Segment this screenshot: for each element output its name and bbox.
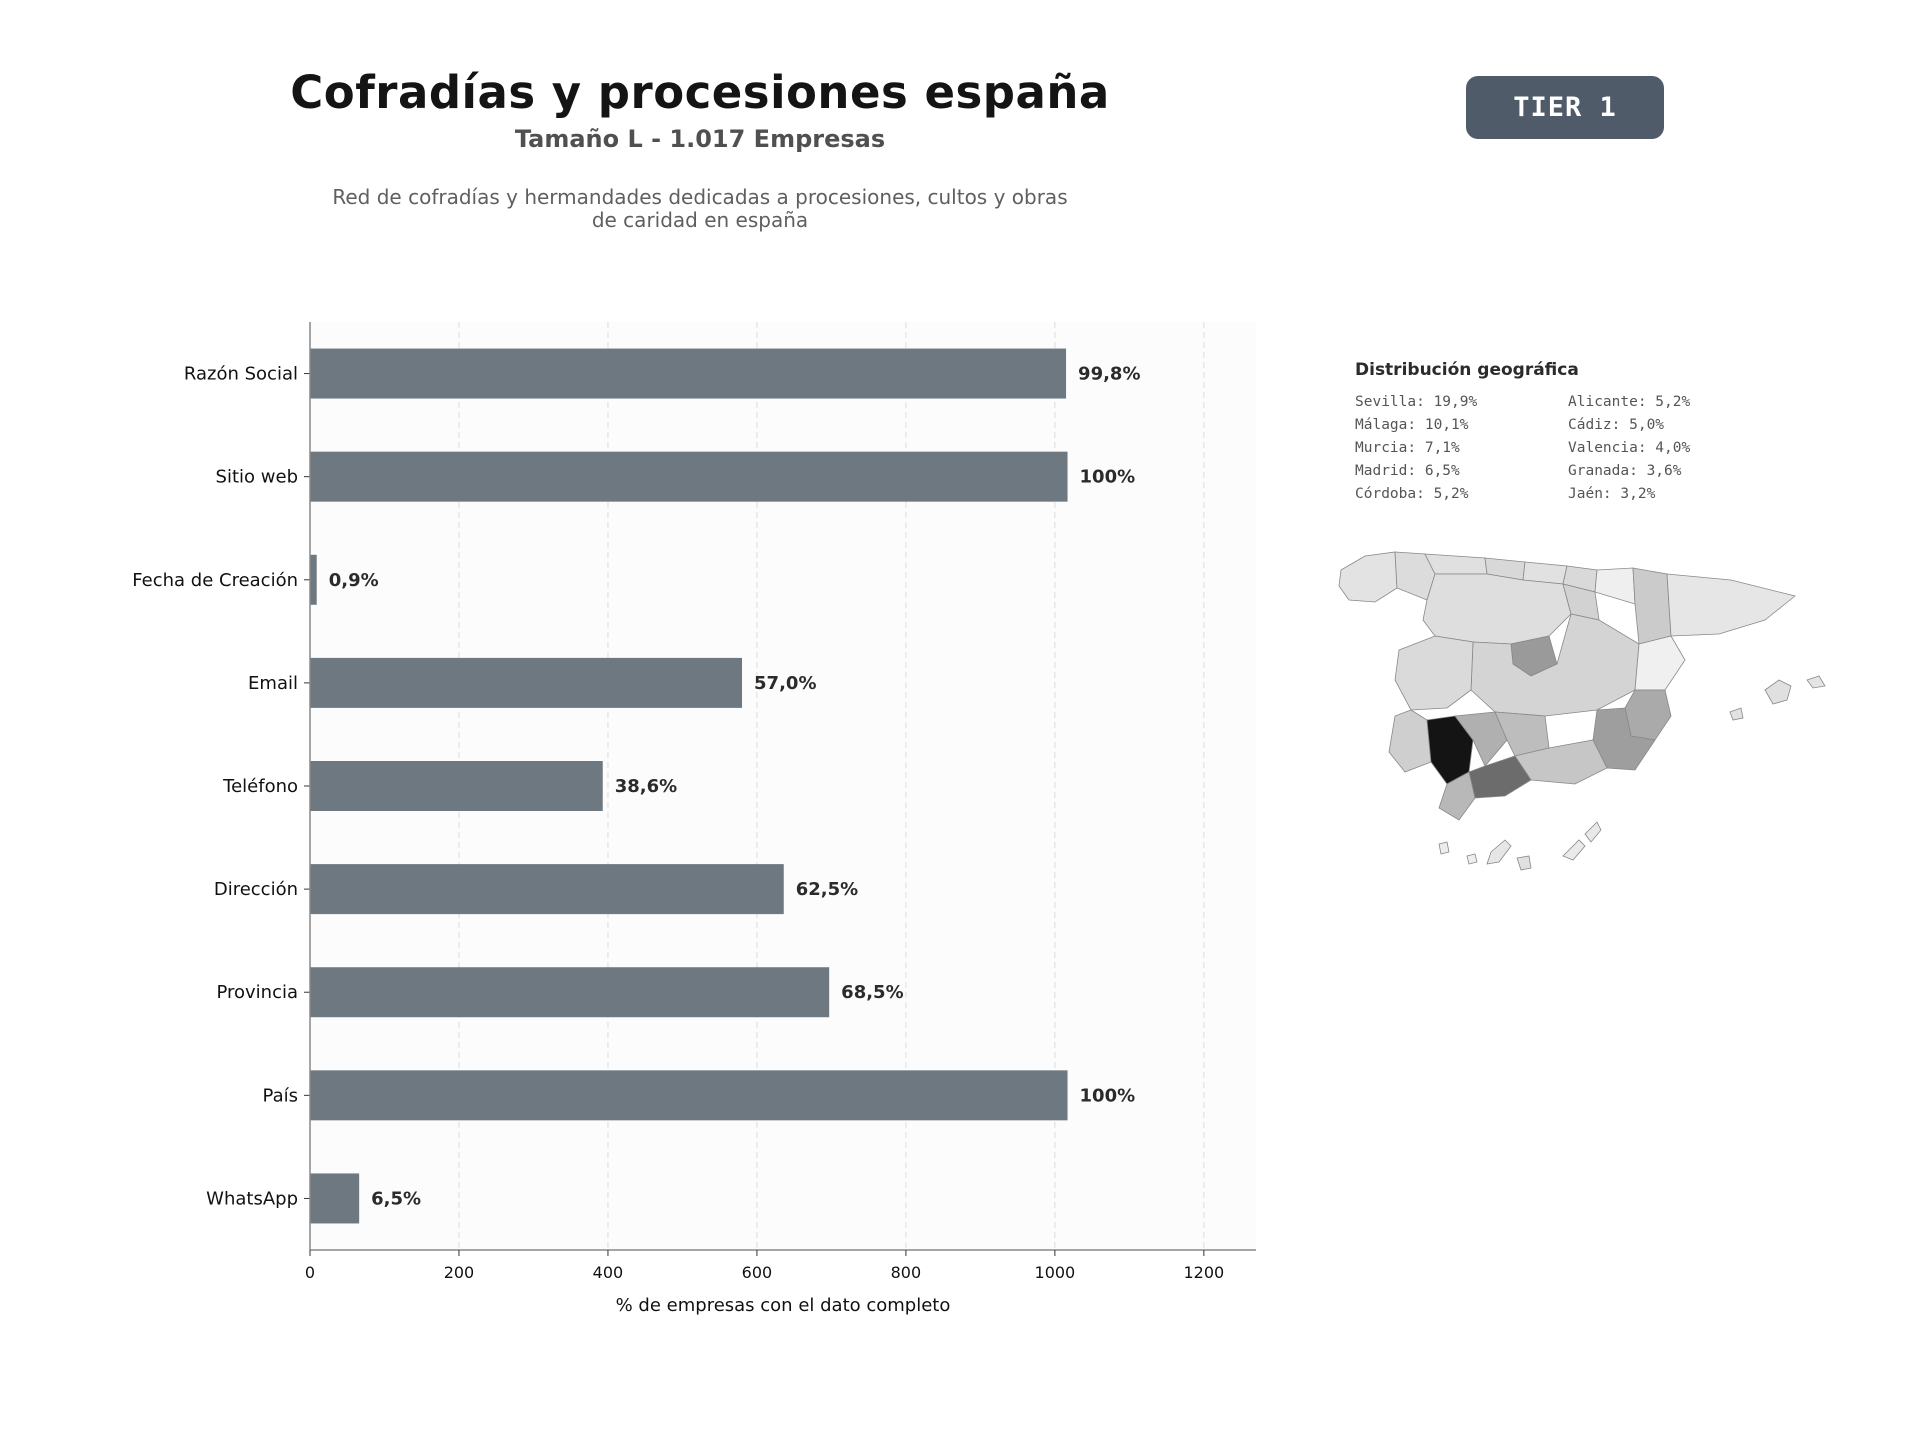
y-tick-label: País	[263, 1085, 298, 1106]
map-region	[1394, 635, 1474, 711]
map-region	[1438, 771, 1476, 821]
bar	[310, 554, 317, 605]
geo-stats-grid: Sevilla: 19,9% Alicante: 5,2% Málaga: 10…	[1355, 394, 1775, 502]
page-description: Red de cofradías y hermandades dedicadas…	[300, 186, 1100, 232]
bar	[310, 864, 784, 915]
y-tick-label: Email	[248, 673, 298, 694]
data-label: 6,5%	[371, 1188, 421, 1209]
x-tick-label: 200	[444, 1263, 475, 1282]
map-region	[1764, 679, 1792, 705]
y-tick-label: Provincia	[216, 982, 298, 1003]
geo-stat-left: Madrid: 6,5%	[1355, 463, 1460, 479]
x-tick-label: 0	[305, 1263, 315, 1282]
spain-choropleth-map	[1335, 540, 1845, 914]
page-subtitle: Tamaño L - 1.017 Empresas	[514, 125, 886, 153]
bar	[310, 761, 603, 811]
map-region	[1632, 567, 1672, 645]
data-label: 62,5%	[796, 879, 858, 900]
geo-stat-left: Murcia: 7,1%	[1355, 440, 1460, 456]
x-tick-label: 1200	[1183, 1263, 1224, 1282]
y-tick-label: Dirección	[214, 879, 298, 900]
y-tick-label: Teléfono	[222, 776, 298, 797]
tier-badge: TIER 1	[1466, 76, 1664, 139]
bar	[310, 348, 1067, 399]
geo-stat-right: Jaén: 3,2%	[1568, 486, 1656, 502]
geo-stat-left: Córdoba: 5,2%	[1355, 486, 1469, 502]
map-region	[1562, 839, 1586, 861]
data-label: 0,9%	[329, 570, 379, 591]
data-label: 99,8%	[1078, 364, 1140, 385]
bar	[310, 657, 743, 708]
bar	[310, 1173, 360, 1224]
geo-stat-right: Valencia: 4,0%	[1568, 440, 1691, 456]
description-line-2: de caridad en españa	[591, 208, 809, 232]
map-region	[1338, 551, 1398, 603]
geo-distribution-panel: Distribución geográfica Sevilla: 19,9% A…	[1355, 360, 1775, 502]
data-label: 100%	[1080, 467, 1136, 488]
map-region	[1454, 711, 1508, 767]
data-label: 68,5%	[841, 982, 903, 1003]
bar	[310, 967, 830, 1018]
x-tick-label: 800	[891, 1263, 922, 1282]
data-label: 38,6%	[615, 776, 677, 797]
data-label: 100%	[1080, 1085, 1136, 1106]
y-tick-label: Fecha de Creación	[132, 570, 298, 591]
map-region	[1438, 841, 1450, 855]
description-line-1: Red de cofradías y hermandades dedicadas…	[332, 185, 1068, 209]
y-tick-label: WhatsApp	[206, 1188, 298, 1209]
map-region	[1486, 839, 1512, 865]
y-tick-label: Sitio web	[216, 467, 298, 488]
x-axis-label: % de empresas con el dato completo	[616, 1295, 951, 1316]
bar	[310, 451, 1068, 502]
geo-stat-right: Alicante: 5,2%	[1568, 394, 1691, 410]
map-region	[1624, 689, 1672, 741]
map-region	[1729, 707, 1744, 721]
map-region	[1666, 573, 1796, 637]
geo-title: Distribución geográfica	[1355, 360, 1579, 380]
map-region	[1422, 573, 1572, 645]
page-title: Cofradías y procesiones españa	[290, 66, 1110, 119]
geo-stat-left: Málaga: 10,1%	[1355, 417, 1469, 433]
map-region	[1584, 821, 1602, 843]
map-region	[1634, 635, 1686, 691]
map-region	[1424, 553, 1488, 575]
x-tick-label: 600	[742, 1263, 773, 1282]
map-region	[1806, 675, 1826, 689]
x-tick-label: 400	[593, 1263, 624, 1282]
map-region	[1594, 567, 1636, 605]
bar	[310, 1070, 1068, 1121]
x-tick-label: 1000	[1035, 1263, 1076, 1282]
data-label: 57,0%	[754, 673, 816, 694]
map-region	[1466, 853, 1478, 865]
y-tick-label: Razón Social	[184, 364, 298, 385]
map-svg	[1338, 551, 1826, 871]
geo-stat-right: Cádiz: 5,0%	[1568, 417, 1665, 433]
geo-stat-left: Sevilla: 19,9%	[1355, 394, 1478, 410]
geo-stat-right: Granada: 3,6%	[1568, 463, 1682, 479]
map-region	[1516, 855, 1532, 871]
map-region	[1388, 709, 1432, 773]
